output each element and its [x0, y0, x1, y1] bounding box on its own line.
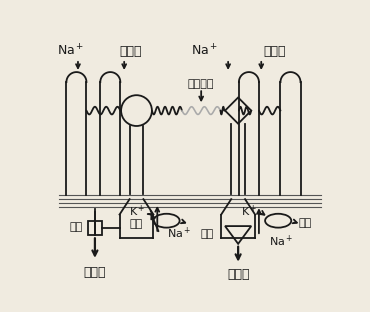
Text: Na$^+$: Na$^+$	[269, 234, 293, 249]
Bar	[88, 222, 102, 235]
Text: Na$^+$: Na$^+$	[191, 44, 219, 59]
Text: 纳泵: 纳泵	[129, 219, 142, 229]
Text: K$^+$: K$^+$	[240, 204, 257, 219]
Text: 紧密连接: 紧密连接	[188, 79, 215, 89]
Text: 葡萄糖: 葡萄糖	[119, 45, 142, 58]
Text: Na$^+$: Na$^+$	[167, 226, 192, 241]
Text: 氨基酸: 氨基酸	[227, 268, 249, 281]
Text: K$^+$: K$^+$	[129, 204, 145, 219]
Text: Na$^+$: Na$^+$	[57, 44, 84, 59]
Text: 载体: 载体	[201, 229, 214, 239]
Text: 氨基酸: 氨基酸	[263, 45, 286, 58]
Text: 纳泵: 纳泵	[298, 218, 312, 228]
Text: 葡萄糖: 葡萄糖	[84, 266, 106, 279]
Text: 载体: 载体	[70, 222, 83, 232]
